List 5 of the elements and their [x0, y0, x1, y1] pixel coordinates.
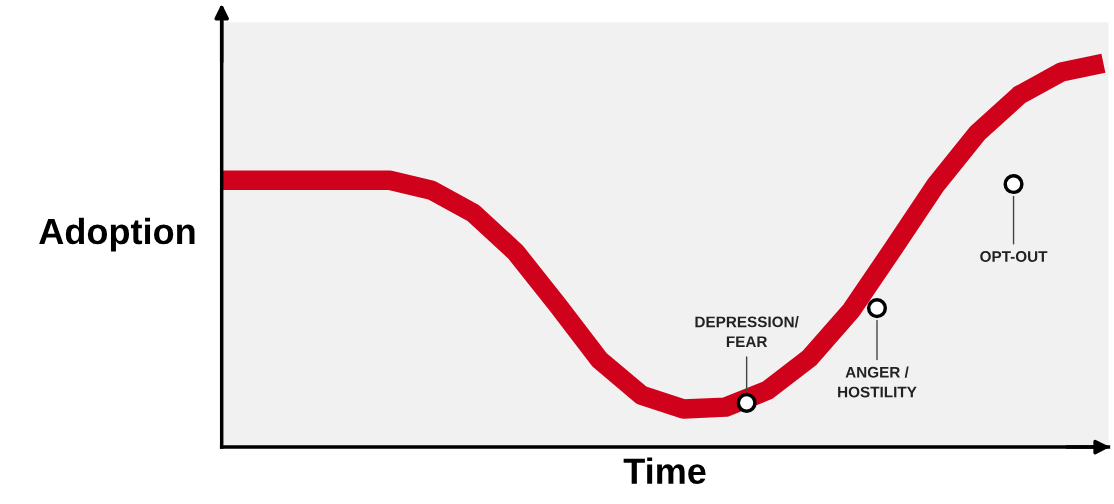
annotation: OPT-OUT: [980, 251, 1048, 262]
x-axis-title: Time: [623, 457, 706, 484]
y-axis-title: Adoption: [39, 217, 195, 252]
annotation: DEPRESSION/ FEAR: [695, 316, 799, 347]
annotation: ANGER / HOSTILITY: [838, 366, 917, 398]
